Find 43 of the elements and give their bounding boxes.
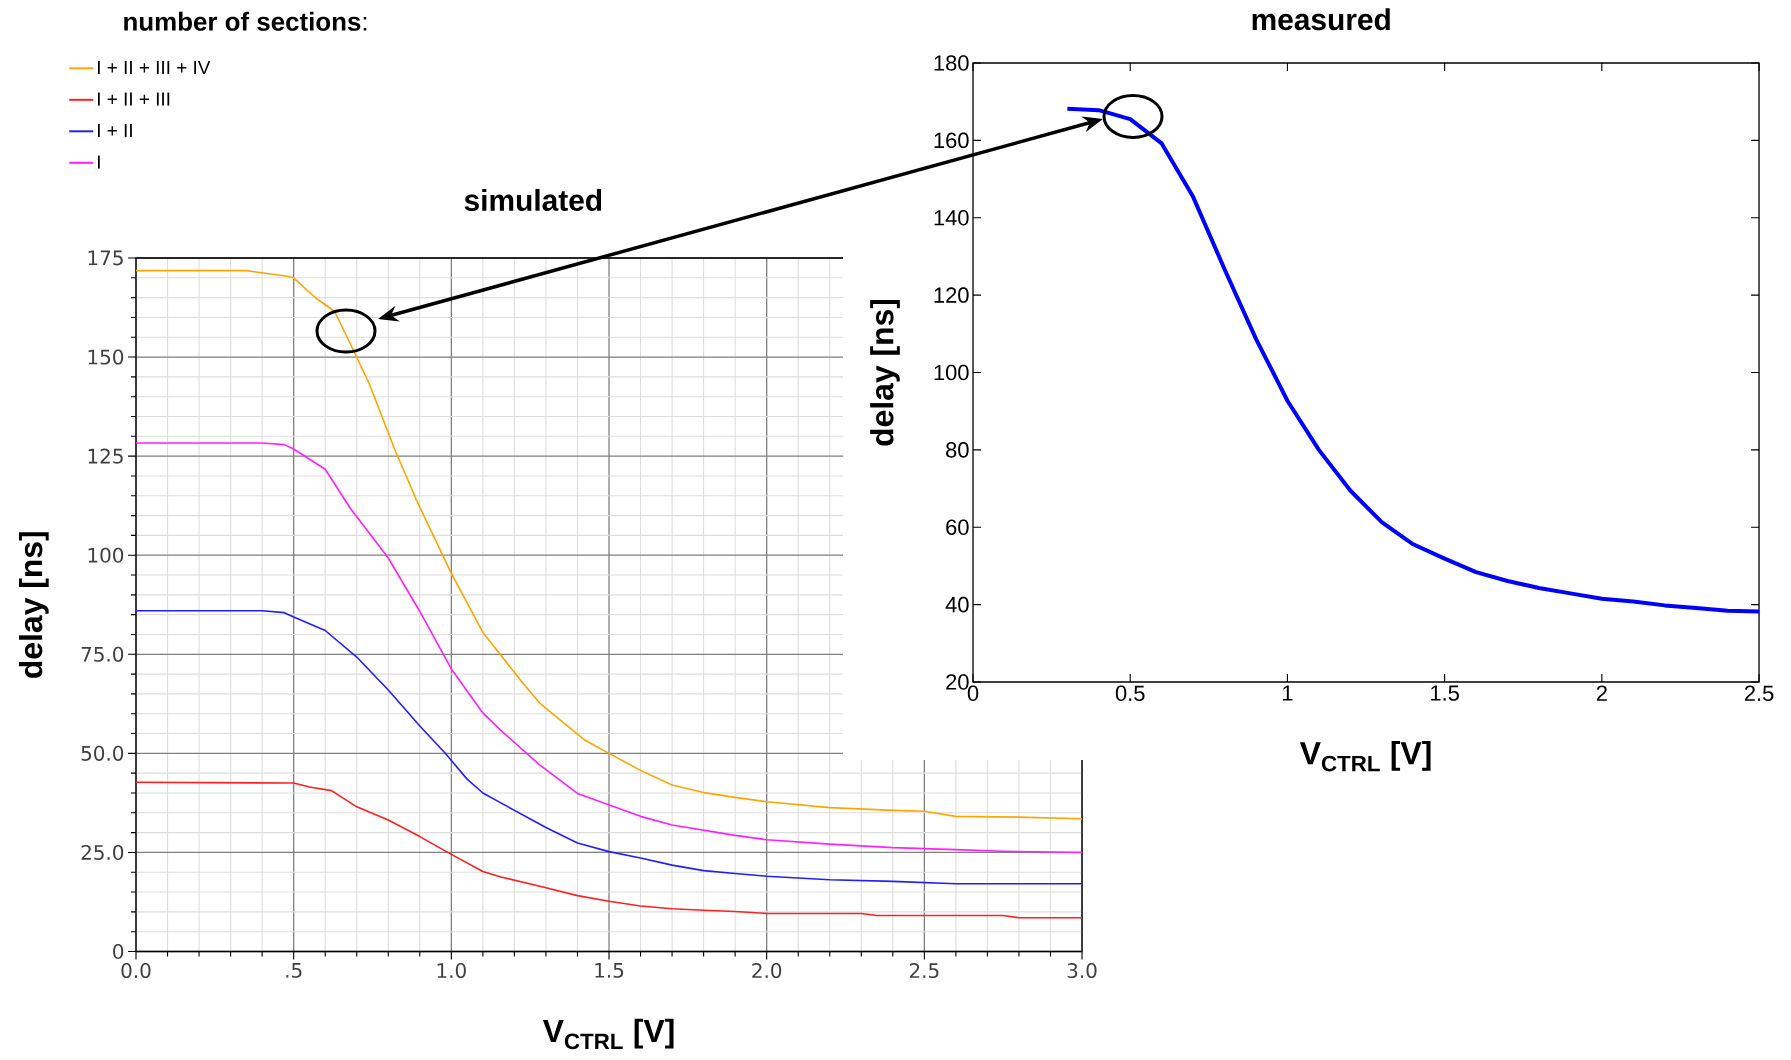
y-tick-label: 20 <box>946 674 969 690</box>
y-tick-label: 40 <box>945 596 969 613</box>
y-tick-label: 0 <box>113 943 124 960</box>
y-tick-label: 50.0 <box>81 745 124 761</box>
legend-label: I <box>97 155 100 169</box>
chart-title: simulated <box>464 189 602 211</box>
line-series <box>1065 106 1762 614</box>
x-tick-label: 2.0 <box>752 963 782 979</box>
y-tick-label: 60 <box>946 519 969 535</box>
legend-label: I + II + III <box>97 92 170 106</box>
y-tick-label: 140 <box>934 209 969 226</box>
legend-title: number of sections: <box>124 11 367 31</box>
x-tick-label: 1.5 <box>595 963 624 978</box>
y-axis-title: delay [ns] <box>870 299 900 446</box>
x-axis-title: V$_{CTRL}$ [V] <box>1299 741 1431 772</box>
chart-title: measured <box>1252 8 1390 31</box>
legend-label: I + II <box>97 124 132 138</box>
y-tick-label: 100 <box>934 364 969 381</box>
line-series <box>135 269 1083 820</box>
y-tick-label: 80 <box>946 442 969 458</box>
x-tick-label: .5 <box>286 963 302 978</box>
y-axis-title: delay [ns] <box>18 532 49 678</box>
x-axis-title: V$_{CTRL}$ [V] <box>542 1018 674 1050</box>
y-tick-label: 25.0 <box>81 844 124 860</box>
x-tick-label: 3.0 <box>1067 963 1097 979</box>
y-tick-label: 120 <box>934 287 969 303</box>
x-tick-label: 1 <box>1283 685 1293 701</box>
x-tick-label: 2.5 <box>909 963 939 979</box>
x-tick-label: 2 <box>1596 685 1607 701</box>
legend-label: I + II + III + IV <box>97 61 211 75</box>
y-tick-label: 150 <box>88 349 124 365</box>
y-tick-label: 160 <box>934 132 969 149</box>
y-tick-label: 180 <box>934 55 969 71</box>
y-tick-label: 175 <box>88 250 123 266</box>
y-tick-label: 75.0 <box>81 646 124 662</box>
line-series <box>135 781 1083 919</box>
x-tick-label: 0.5 <box>1115 685 1145 702</box>
x-tick-label: 1.5 <box>1431 685 1459 701</box>
y-tick-label: 125 <box>88 448 123 464</box>
y-tick-label: 100 <box>88 547 124 563</box>
x-tick-label: 1.0 <box>437 963 466 979</box>
x-tick-label: 2.5 <box>1744 685 1774 702</box>
x-tick-label: 0.0 <box>121 963 151 979</box>
